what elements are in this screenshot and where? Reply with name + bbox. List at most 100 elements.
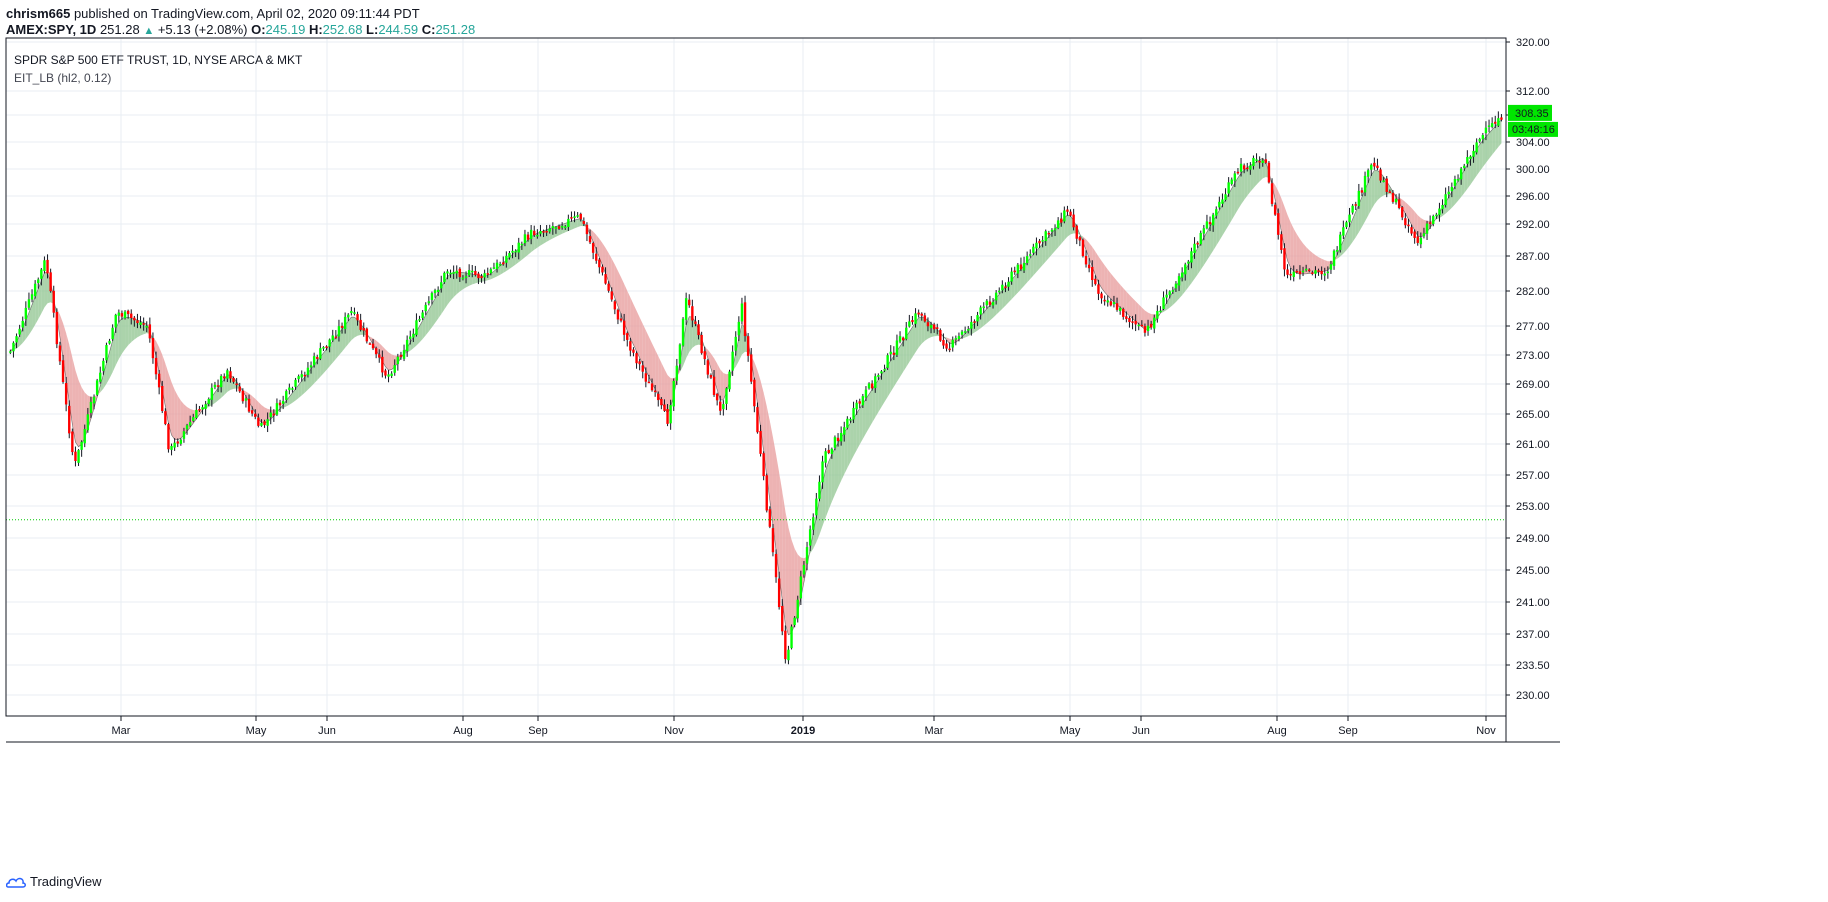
candle-body: [681, 318, 685, 346]
candle-body: [1335, 249, 1339, 252]
price-tick-label: 287.00: [1516, 251, 1550, 263]
candle-body: [232, 378, 235, 382]
band-segment: [267, 408, 271, 422]
band-segment: [131, 317, 135, 343]
candle-body: [238, 386, 241, 392]
candle-body: [539, 231, 542, 234]
candle-body: [1047, 232, 1051, 235]
candle-body: [325, 346, 328, 348]
candle-body: [858, 401, 861, 404]
candle-body: [1481, 134, 1485, 140]
band-segment: [714, 358, 718, 390]
candle-body: [1162, 297, 1165, 310]
band-segment: [1414, 211, 1418, 236]
candle-body: [514, 250, 517, 253]
candle-body: [1255, 159, 1258, 161]
candle-body: [213, 384, 217, 388]
band-segment: [1237, 173, 1242, 210]
band-segment: [450, 272, 454, 301]
candle-body: [892, 352, 896, 355]
up-triangle-icon: ▲: [143, 25, 155, 37]
time-tick-label: Jun: [318, 725, 336, 737]
candle-body: [1168, 291, 1171, 295]
band-segment: [900, 341, 904, 377]
band-segment: [16, 335, 20, 349]
candle-body: [1497, 118, 1500, 126]
band-segment: [574, 219, 578, 229]
band-segment: [785, 510, 789, 635]
candle-body: [312, 356, 316, 366]
candle-body: [1199, 232, 1202, 245]
band-segment: [844, 427, 848, 475]
candle-body: [1326, 271, 1330, 274]
candle-body: [1490, 123, 1494, 128]
candle-body: [926, 322, 930, 327]
band-segment: [69, 344, 73, 425]
band-segment: [348, 317, 352, 345]
candle-body: [694, 321, 697, 324]
band-segment: [1337, 247, 1341, 259]
candle-body: [359, 319, 362, 330]
candle-body: [750, 354, 753, 382]
band-segment: [710, 353, 715, 379]
candle-body: [936, 327, 939, 329]
band-segment: [1166, 297, 1170, 311]
candle-body: [244, 398, 248, 401]
candle-body: [328, 339, 331, 347]
band-segment: [1200, 237, 1204, 270]
candle-body: [1391, 192, 1395, 202]
candle-body: [666, 409, 669, 424]
band-segment: [1293, 228, 1297, 274]
band-segment: [211, 392, 215, 406]
price-tick-label: 265.00: [1516, 409, 1550, 421]
candle-body: [58, 345, 62, 362]
band-segment: [174, 389, 178, 440]
band-segment: [1361, 189, 1366, 227]
band-segment: [1104, 265, 1108, 296]
candle-body: [1016, 264, 1020, 274]
band-segment: [249, 393, 253, 408]
last-price: 251.28: [99, 22, 140, 37]
candle-body: [192, 417, 195, 421]
band-segment: [1315, 255, 1319, 273]
band-segment: [524, 239, 529, 258]
candle-body: [1320, 270, 1323, 275]
candle-body: [1097, 284, 1100, 294]
candle-body: [1066, 209, 1069, 212]
candle-body: [1218, 201, 1221, 208]
candle-body: [334, 336, 338, 339]
price-axis[interactable]: 230.00 233.50 237.00 241.00 245.00 249.00 253.…: [1505, 37, 1550, 742]
candle-body: [1001, 284, 1004, 291]
band-segment: [301, 376, 305, 396]
band-segment: [165, 363, 169, 424]
candle-body: [697, 324, 700, 336]
candle-body: [1137, 324, 1140, 327]
time-axis[interactable]: Mar May Jun Aug Sep Nov 2019 Mar May Jun Aug Sep Nov: [6, 716, 1560, 743]
band-segment: [760, 380, 764, 452]
candle-body: [1190, 251, 1193, 263]
price-tick-label: 269.00: [1516, 379, 1550, 391]
candle-body: [957, 336, 961, 340]
candle-body: [1329, 264, 1333, 270]
candle-body: [753, 379, 756, 407]
price-tick-label: 249.00: [1516, 533, 1550, 545]
band-segment: [890, 355, 894, 392]
candle-body: [657, 393, 660, 401]
band-segment: [540, 230, 544, 246]
candle-body: [1428, 222, 1432, 224]
candle-body: [567, 218, 570, 228]
legend-indicator: EIT_LB (hl2, 0.12): [14, 71, 111, 85]
footer-brand[interactable]: TradingView: [30, 874, 102, 889]
band-segment: [1188, 259, 1192, 288]
band-segment: [1489, 129, 1493, 159]
candle-body: [787, 649, 790, 661]
candle-body: [650, 383, 654, 391]
candle-body: [517, 242, 520, 253]
author-name[interactable]: chrism665: [6, 6, 71, 21]
band-segment: [872, 384, 876, 423]
band-segment: [121, 317, 126, 354]
band-segment: [1005, 283, 1009, 306]
candle-body: [1177, 276, 1181, 286]
band-segment: [791, 539, 795, 634]
